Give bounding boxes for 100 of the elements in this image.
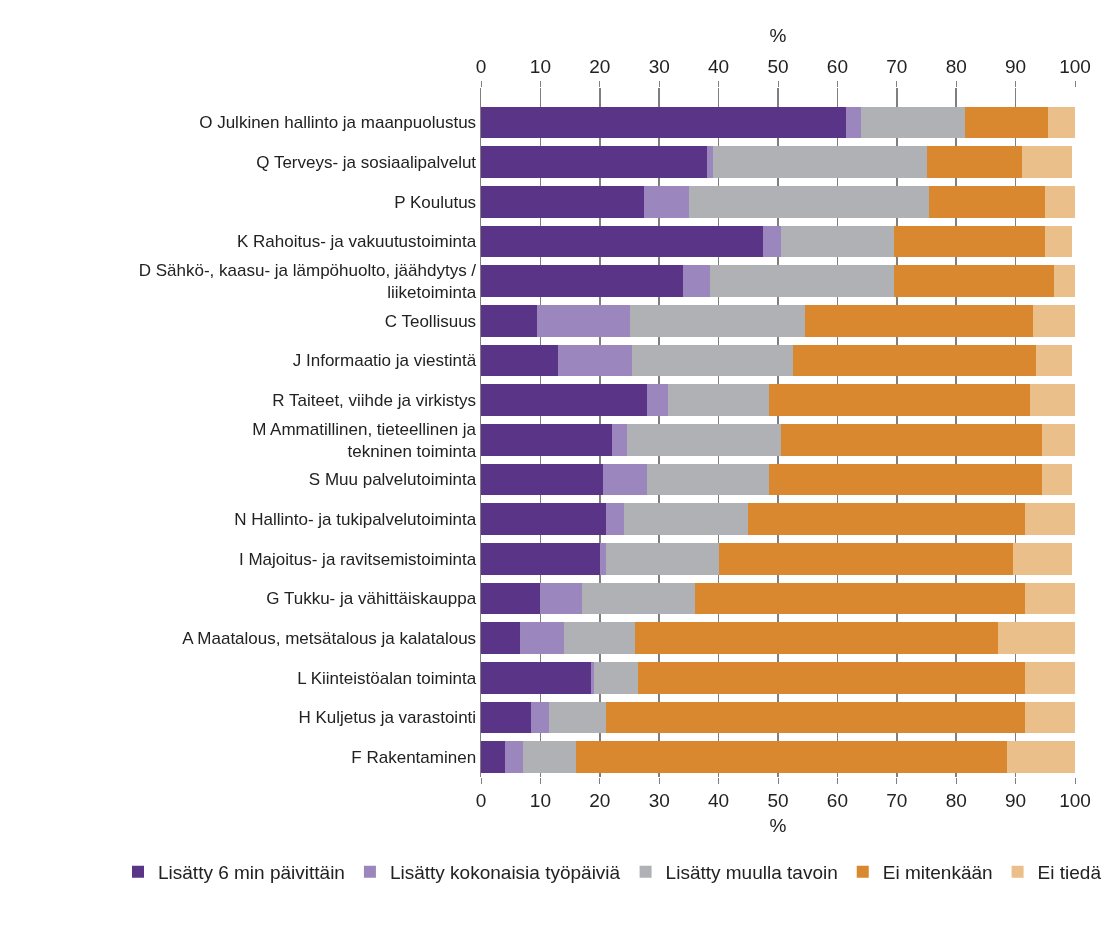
legend-label: Lisätty 6 min päivittäin xyxy=(158,862,345,884)
bar xyxy=(481,423,612,456)
bar xyxy=(1042,463,1073,496)
bar xyxy=(748,503,1025,536)
bar xyxy=(481,582,541,615)
bar xyxy=(763,225,781,258)
x-tick-label: 30 xyxy=(648,789,670,811)
y-tick-label: O Julkinen hallinto ja maanpuolustus xyxy=(199,113,477,133)
bar xyxy=(1054,265,1075,297)
bar xyxy=(1036,344,1073,377)
bar xyxy=(481,106,847,139)
bar xyxy=(780,423,1043,456)
bar xyxy=(893,225,1046,258)
bar xyxy=(682,265,710,297)
bar xyxy=(481,741,505,774)
x-tick-label: 20 xyxy=(589,789,611,811)
bar xyxy=(623,503,749,536)
bar xyxy=(1024,582,1075,615)
bar xyxy=(769,384,1031,417)
x-tick-label: 90 xyxy=(1005,789,1027,811)
x-tick-label: 40 xyxy=(708,789,730,811)
y-tick-label: C Teollisuus xyxy=(384,311,477,331)
x2-tick-label: 0 xyxy=(475,56,487,78)
y-tick-label: K Rahoitus- ja vakuutustoiminta xyxy=(237,232,477,252)
legend-label: Lisätty kokonaisia työpäiviä xyxy=(389,862,621,884)
bar xyxy=(611,423,627,456)
bar xyxy=(668,384,770,417)
y-tick-label: G Tukku- ja vähittäiskauppa xyxy=(266,589,477,609)
bar xyxy=(576,741,1007,774)
bar xyxy=(1021,146,1073,178)
bar xyxy=(481,622,520,655)
bar xyxy=(504,741,523,774)
bar xyxy=(632,344,793,377)
x2-tick-label: 90 xyxy=(1005,56,1027,78)
bar xyxy=(599,542,606,575)
y-tick-label: H Kuljetus ja varastointi xyxy=(298,708,477,728)
y-tick-label: L Kiinteistöalan toiminta xyxy=(297,668,477,688)
bar xyxy=(481,503,606,536)
bar xyxy=(626,423,781,456)
bar xyxy=(602,463,648,496)
bar xyxy=(581,582,695,615)
bar xyxy=(558,344,633,377)
bar xyxy=(769,463,1043,496)
bar xyxy=(1045,225,1073,258)
bar xyxy=(481,225,764,258)
y-tick-label: Q Terveys- ja sosiaalipalvelut xyxy=(256,153,477,173)
bar xyxy=(1030,384,1075,417)
x2-tick-label: 20 xyxy=(589,56,611,78)
x2-tick-label: 50 xyxy=(767,56,789,78)
bar xyxy=(481,185,645,218)
y-tick-label: F Rakentaminen xyxy=(351,748,477,768)
bar xyxy=(1024,701,1075,734)
bar xyxy=(1045,185,1075,218)
bar xyxy=(481,701,532,734)
y-tick-label: M Ammatillinen, tieteellinen ja tekninen toiminta xyxy=(252,419,477,461)
bar xyxy=(522,741,577,774)
bar xyxy=(804,304,1034,337)
bar xyxy=(694,582,1025,615)
bar xyxy=(1012,542,1073,575)
bar xyxy=(688,185,930,218)
x-tick-label: 60 xyxy=(826,789,848,811)
y-tick-label: A Maatalous, metsätalous ja kalatalous xyxy=(182,629,477,649)
bar xyxy=(481,661,591,694)
y-tick-label: P Koulutus xyxy=(394,192,477,212)
y-tick-label: I Majoitus- ja ravitsemistoiminta xyxy=(238,549,477,569)
bar xyxy=(481,344,559,377)
x2-axis-title: % xyxy=(769,25,787,47)
bar xyxy=(590,661,594,694)
x2-tick-label: 60 xyxy=(826,56,848,78)
bar xyxy=(718,542,1013,575)
bar xyxy=(638,661,1025,694)
y-tick-label: N Hallinto- ja tukipalvelutoiminta xyxy=(234,510,477,530)
x-tick-label: 100 xyxy=(1059,789,1091,811)
x2-tick-label: 10 xyxy=(529,56,551,78)
bar xyxy=(629,304,805,337)
bar xyxy=(605,542,719,575)
bar xyxy=(605,701,1025,734)
bar xyxy=(481,265,683,297)
bar xyxy=(997,622,1075,655)
bar xyxy=(1024,661,1075,694)
bar xyxy=(926,146,1022,178)
bar xyxy=(605,503,624,536)
bar xyxy=(1024,503,1075,536)
y-tick-label: R Taiteet, viihde ja virkistys xyxy=(272,391,477,411)
bar xyxy=(481,146,707,178)
x-axis-title: % xyxy=(769,814,787,836)
x2-tick-label: 30 xyxy=(648,56,670,78)
bar xyxy=(965,106,1049,139)
legend-label: Ei tiedä xyxy=(1037,862,1102,884)
bar xyxy=(647,384,669,417)
bar xyxy=(792,344,1037,377)
bar xyxy=(644,185,689,218)
y-tick-label: D Sähkö-, kaasu- ja lämpöhuolto, jäähdytys / liiketoiminta xyxy=(138,261,477,303)
bar xyxy=(519,622,565,655)
bar xyxy=(861,106,966,139)
x2-tick-label: 100 xyxy=(1059,56,1091,78)
bar xyxy=(593,661,639,694)
bar xyxy=(540,582,582,615)
bar xyxy=(549,701,606,734)
x2-tick-label: 80 xyxy=(945,56,967,78)
